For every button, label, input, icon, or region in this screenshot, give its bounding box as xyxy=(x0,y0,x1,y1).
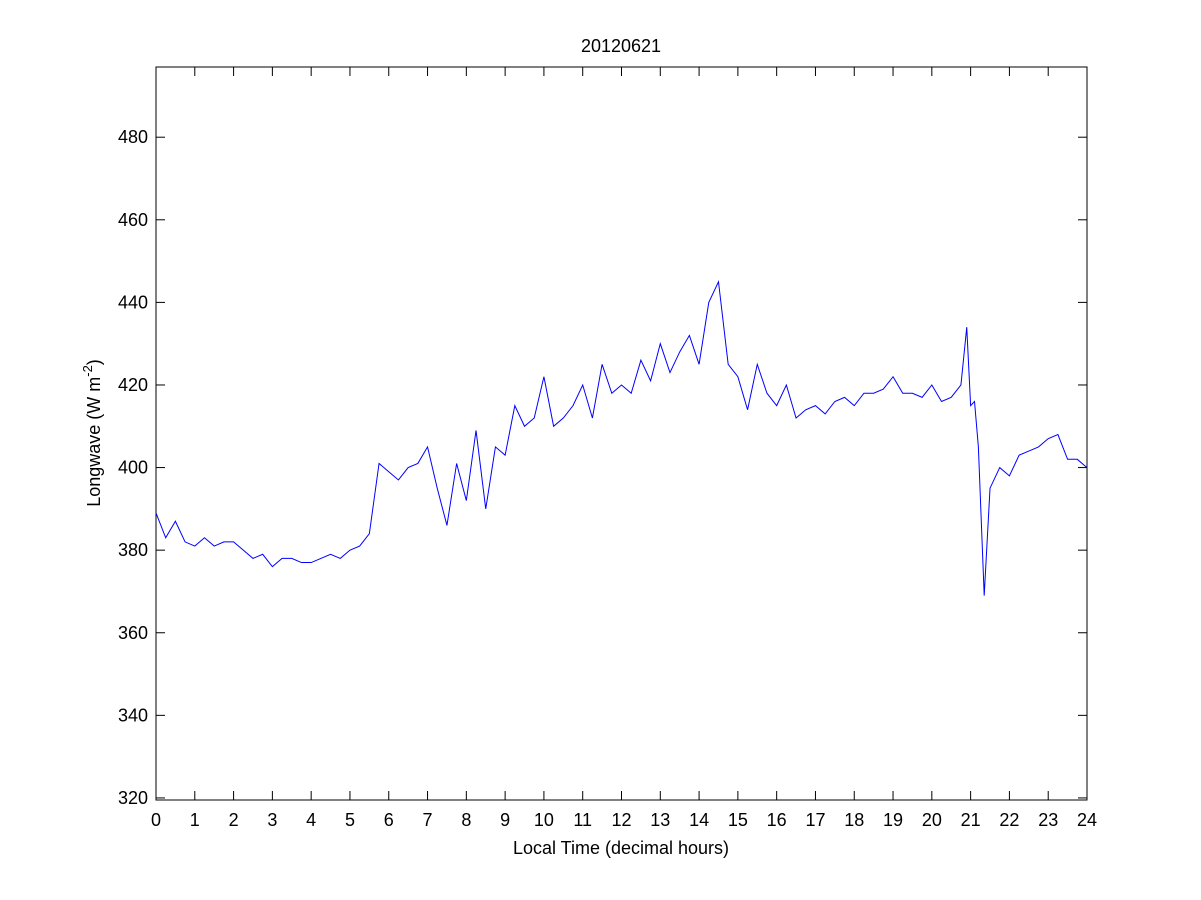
y-label-main: Longwave (W m xyxy=(84,377,104,507)
y-label-end: ) xyxy=(84,359,104,365)
x-tick-label: 14 xyxy=(689,810,709,830)
x-tick-label: 4 xyxy=(306,810,316,830)
x-tick-label: 2 xyxy=(229,810,239,830)
x-tick-label: 19 xyxy=(883,810,903,830)
x-tick-label: 6 xyxy=(384,810,394,830)
x-tick-label: 16 xyxy=(767,810,787,830)
x-tick-label: 8 xyxy=(461,810,471,830)
x-tick-label: 15 xyxy=(728,810,748,830)
x-tick-label: 20 xyxy=(922,810,942,830)
y-tick-label: 320 xyxy=(118,788,148,808)
y-tick-label: 360 xyxy=(118,623,148,643)
chart-title: 20120621 xyxy=(581,36,661,56)
plot-area xyxy=(155,66,1088,801)
y-tick-label: 460 xyxy=(118,210,148,230)
x-tick-label: 1 xyxy=(190,810,200,830)
y-tick-label: 340 xyxy=(118,705,148,725)
y-label-exp: -2 xyxy=(80,365,95,377)
y-tick-label: 400 xyxy=(118,458,148,478)
x-tick-label: 11 xyxy=(573,810,592,830)
x-tick-label: 10 xyxy=(534,810,554,830)
x-tick-label: 24 xyxy=(1077,810,1097,830)
x-tick-label: 0 xyxy=(151,810,161,830)
y-tick-label: 480 xyxy=(118,127,148,147)
x-tick-label: 17 xyxy=(805,810,825,830)
data-line xyxy=(155,279,1088,596)
x-tick-label: 13 xyxy=(650,810,670,830)
x-tick-label: 21 xyxy=(961,810,981,830)
x-tick-label: 5 xyxy=(345,810,355,830)
y-tick-label: 440 xyxy=(118,292,148,312)
y-tick-label: 420 xyxy=(118,375,148,395)
x-tick-label: 23 xyxy=(1038,810,1058,830)
x-tick-label: 12 xyxy=(611,810,631,830)
y-axis-label: Longwave (W m-2) xyxy=(80,359,104,507)
x-tick-label: 18 xyxy=(844,810,864,830)
x-tick-label: 7 xyxy=(423,810,433,830)
x-axis-label: Local Time (decimal hours) xyxy=(513,838,729,858)
x-tick-label: 3 xyxy=(267,810,277,830)
y-tick-label: 380 xyxy=(118,540,148,560)
x-tick-label: 22 xyxy=(999,810,1019,830)
x-tick-label: 9 xyxy=(500,810,510,830)
